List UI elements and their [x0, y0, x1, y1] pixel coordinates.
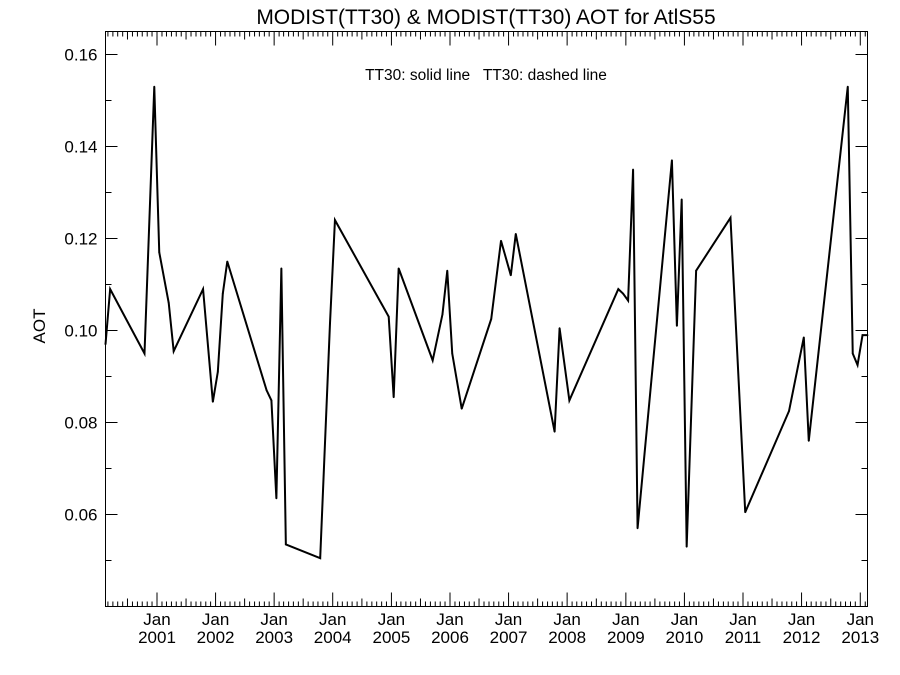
chart-title: MODIST(TT30) & MODIST(TT30) AOT for AtlS…	[256, 6, 715, 29]
data-point	[270, 399, 273, 402]
data-point	[143, 352, 146, 355]
data-point	[632, 168, 634, 171]
data-point	[387, 315, 390, 318]
x-tick-month-label: Jan	[378, 610, 405, 629]
data-point	[509, 274, 512, 277]
y-tick-label: 0.16	[64, 46, 97, 65]
data-point	[104, 343, 107, 346]
x-tick-year-label: 2007	[490, 628, 528, 647]
data-point	[280, 267, 283, 270]
data-point	[167, 302, 170, 304]
data-point	[275, 497, 278, 500]
x-tick-year-label: 2001	[138, 628, 176, 647]
data-point	[622, 292, 625, 295]
series-points	[104, 85, 869, 560]
data-point	[636, 527, 639, 530]
data-point	[568, 399, 571, 402]
data-point	[861, 334, 864, 336]
data-point	[158, 251, 161, 254]
data-point	[685, 545, 688, 548]
y-tick-label: 0.10	[64, 322, 97, 341]
x-tick-month-label: Jan	[202, 610, 229, 629]
data-point	[319, 557, 322, 560]
data-point	[627, 299, 630, 302]
x-tick-year-label: 2009	[607, 628, 645, 647]
data-point	[334, 219, 336, 222]
x-tick-month-label: Jan	[143, 610, 170, 629]
data-point	[514, 233, 517, 235]
series-line-solid	[104, 86, 868, 560]
data-point	[397, 267, 400, 270]
x-tick-month-label: Jan	[436, 610, 463, 629]
data-point	[446, 269, 449, 272]
data-point	[788, 410, 790, 412]
x-tick-year-label: 2012	[783, 628, 821, 647]
data-point	[553, 430, 556, 433]
data-point	[500, 239, 502, 242]
data-point	[856, 364, 859, 366]
data-point	[431, 359, 434, 362]
data-point	[226, 260, 229, 263]
data-point	[202, 288, 204, 290]
data-point	[451, 352, 454, 355]
x-tick-month-label: Jan	[671, 610, 698, 629]
x-tick-month-label: Jan	[612, 610, 639, 629]
x-tick-month-label: Jan	[729, 610, 756, 629]
plot-frame	[105, 31, 868, 607]
data-point	[617, 288, 620, 290]
data-point	[109, 288, 112, 290]
x-tick-month-label: Jan	[260, 610, 287, 629]
data-point	[221, 292, 224, 295]
x-tick-month-label: Jan	[495, 610, 522, 629]
y-tick-label: 0.14	[64, 138, 97, 157]
x-tick-year-label: 2006	[431, 628, 469, 647]
data-point	[671, 159, 673, 162]
legend-annotation: TT30: solid line TT30: dashed line	[365, 67, 607, 84]
data-point	[216, 371, 219, 373]
data-point	[490, 318, 493, 320]
x-tick-year-label: 2008	[548, 628, 586, 647]
data-point	[211, 400, 214, 403]
x-tick-month-label: Jan	[788, 610, 815, 629]
data-point	[441, 313, 444, 316]
x-tick-year-label: 2013	[841, 628, 879, 647]
x-tick-year-label: 2005	[373, 628, 411, 647]
data-point	[846, 85, 849, 88]
y-tick-label: 0.06	[64, 506, 97, 525]
data-point	[802, 336, 805, 339]
data-point	[807, 440, 810, 442]
data-point	[265, 389, 268, 392]
data-point	[680, 198, 683, 201]
data-point	[329, 322, 331, 325]
x-tick-year-label: 2010	[666, 628, 704, 647]
y-tick-label: 0.08	[64, 414, 97, 433]
data-point	[460, 407, 463, 410]
x-tick-year-label: 2004	[314, 628, 352, 647]
y-tick-label: 0.12	[64, 230, 97, 249]
data-point	[695, 269, 698, 272]
data-point	[744, 511, 747, 514]
y-axis-ticks: 0.06 0.08 0.10 0.12 0.14 0.16	[64, 46, 868, 561]
data-point	[558, 327, 561, 330]
data-point	[866, 334, 869, 336]
x-tick-month-label: Jan	[847, 610, 874, 629]
x-axis-ticks: Jan2001Jan2002Jan2003Jan2004Jan2005Jan20…	[107, 31, 879, 647]
data-point	[675, 325, 678, 327]
x-tick-year-label: 2003	[255, 628, 293, 647]
data-point	[284, 543, 287, 546]
data-point	[392, 396, 395, 399]
data-point	[851, 352, 854, 355]
x-tick-month-label: Jan	[553, 610, 580, 629]
x-tick-month-label: Jan	[319, 610, 346, 629]
x-tick-year-label: 2002	[197, 628, 235, 647]
data-point	[729, 216, 732, 219]
x-tick-year-label: 2011	[725, 628, 762, 647]
data-point	[153, 85, 156, 88]
data-point	[172, 350, 175, 353]
y-axis-label: AOT	[30, 309, 49, 344]
